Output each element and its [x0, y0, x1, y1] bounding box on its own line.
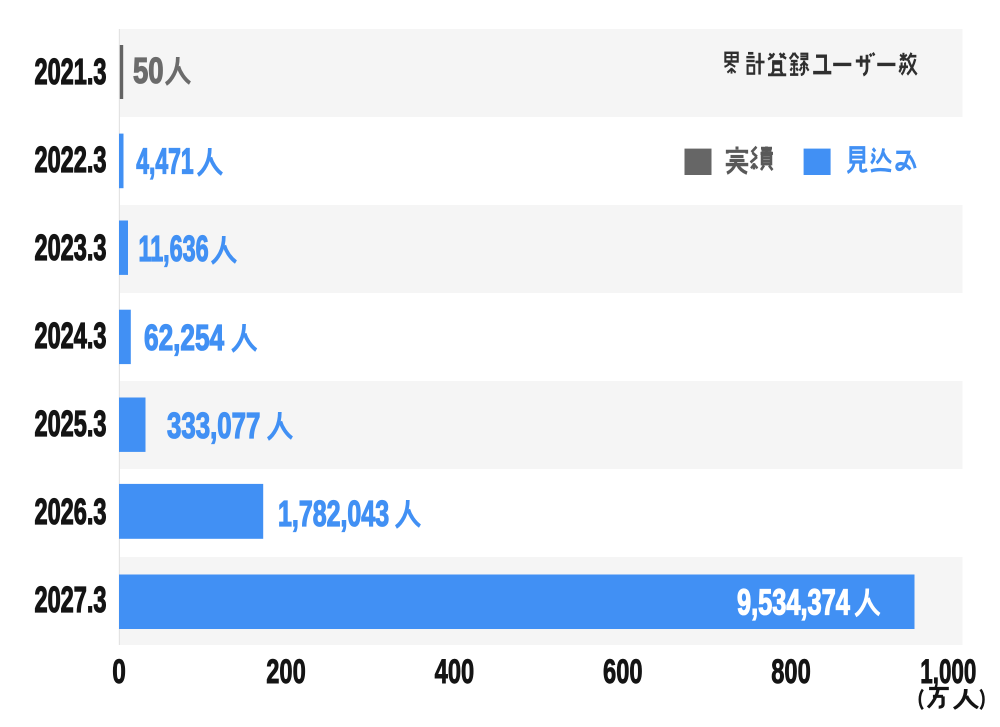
svg-text:400: 400 [435, 653, 475, 691]
svg-text:2023.3: 2023.3 [35, 228, 107, 268]
svg-text:9,534,374: 9,534,374 [737, 582, 850, 622]
svg-text:2025.3: 2025.3 [35, 404, 107, 444]
svg-text:333,077: 333,077 [167, 406, 260, 446]
svg-text:600: 600 [603, 653, 643, 691]
svg-text:2024.3: 2024.3 [35, 316, 107, 356]
svg-text:1,000: 1,000 [920, 654, 976, 692]
svg-text:0: 0 [112, 653, 126, 691]
svg-text:2022.3: 2022.3 [35, 140, 107, 180]
svg-text:62,254: 62,254 [144, 318, 225, 358]
svg-text:2027.3: 2027.3 [35, 580, 107, 620]
svg-text:2021.3: 2021.3 [35, 52, 107, 92]
svg-text:200: 200 [266, 653, 306, 691]
svg-text:1,782,043: 1,782,043 [278, 493, 389, 534]
svg-text:50: 50 [133, 50, 164, 90]
svg-text:2026.3: 2026.3 [35, 492, 107, 532]
svg-text:11,636: 11,636 [139, 230, 209, 269]
svg-text:800: 800 [771, 653, 811, 691]
svg-text:4,471: 4,471 [136, 143, 193, 182]
